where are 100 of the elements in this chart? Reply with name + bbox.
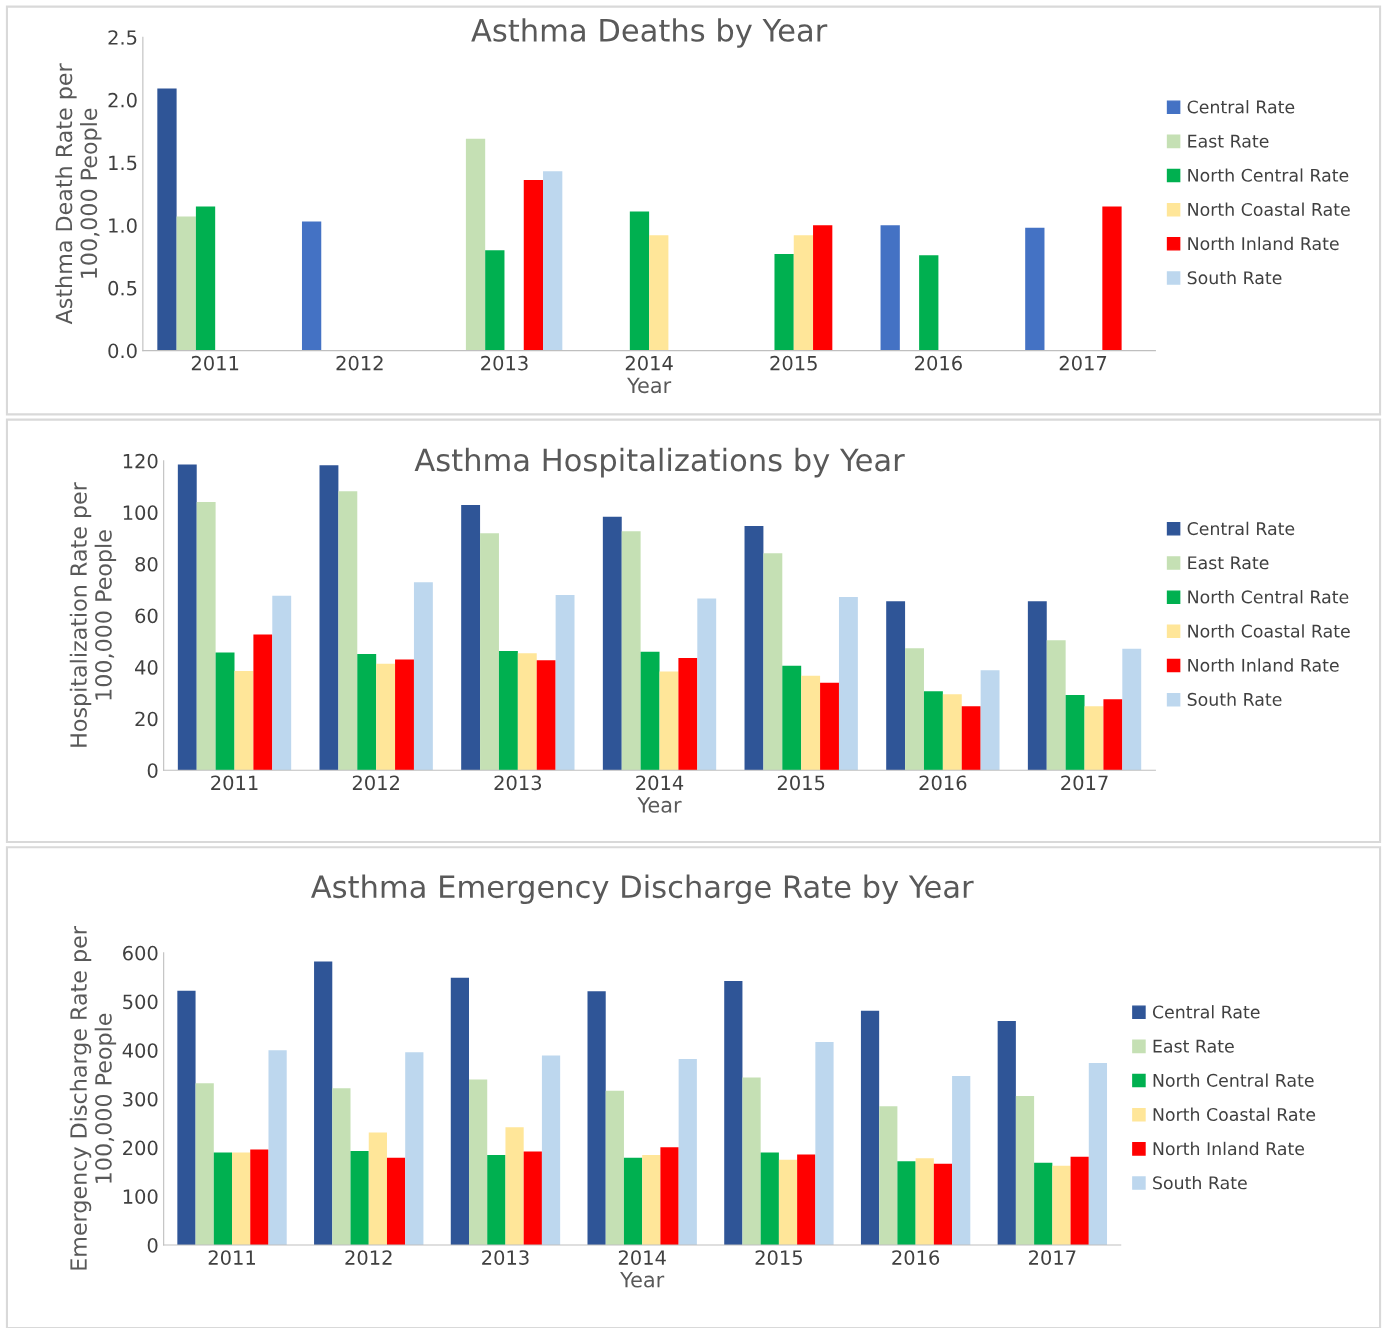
x-tick-label: 2016 — [892, 1250, 940, 1265]
legend-label: North Inland Rate — [1188, 658, 1339, 672]
bar — [678, 1058, 697, 1245]
bar — [250, 1149, 269, 1245]
bar — [778, 1159, 798, 1245]
bar — [629, 211, 650, 351]
bar — [997, 1021, 1016, 1245]
bar — [1122, 648, 1142, 771]
bar — [642, 1154, 661, 1245]
bar — [480, 533, 499, 771]
y-tick-label: 600 — [123, 945, 158, 961]
bar — [587, 991, 606, 1245]
x-tick-label: 2012 — [336, 355, 383, 371]
bar — [523, 180, 544, 351]
bar — [1088, 1062, 1108, 1245]
bar — [517, 653, 537, 771]
bar — [450, 977, 469, 1245]
chart-title: Asthma Deaths by Year — [471, 18, 828, 48]
legend-label: North Central Rate — [1153, 1073, 1314, 1087]
y-axis-title: Hospitalization Rate per 100,000 People — [69, 482, 117, 747]
y-tick-label: 2.5 — [108, 30, 137, 45]
bar — [350, 1151, 369, 1245]
x-tick-label: 2015 — [777, 775, 825, 791]
bar — [319, 465, 339, 771]
bar — [368, 1132, 387, 1245]
bar — [905, 648, 924, 771]
bar — [536, 660, 556, 771]
x-tick-label: 2017 — [1029, 1250, 1076, 1265]
x-axis-title: Year — [627, 377, 672, 394]
bar — [923, 691, 943, 771]
x-tick-label: 2017 — [1061, 775, 1108, 791]
bar — [386, 1157, 406, 1245]
bar — [357, 653, 377, 771]
legend-label: Central Rate — [1187, 100, 1295, 114]
x-tick-label: 2012 — [352, 775, 399, 791]
bar — [314, 961, 333, 1245]
bar — [485, 250, 505, 351]
legend-label: North Inland Rate — [1188, 236, 1339, 251]
legend-label: North Inland Rate — [1153, 1141, 1305, 1156]
legend-label: North Coastal Rate — [1188, 624, 1350, 638]
y-tick-label: 0 — [147, 1237, 158, 1253]
bar — [602, 516, 622, 771]
legend-label: East Rate — [1188, 134, 1269, 148]
bar — [886, 601, 906, 771]
y-tick-label: 200 — [123, 1140, 158, 1156]
legend-label: North Coastal Rate — [1188, 202, 1350, 217]
bar — [395, 659, 414, 771]
x-tick-label: 2015 — [770, 355, 817, 371]
x-tick-label: 2011 — [211, 775, 258, 791]
bar — [234, 670, 254, 771]
x-tick-label: 2016 — [919, 775, 967, 791]
bar — [763, 553, 783, 771]
bar — [724, 981, 743, 1245]
legend-label: Central Rate — [1152, 1005, 1260, 1019]
bar — [860, 1010, 880, 1245]
bar — [820, 682, 839, 771]
bar — [678, 658, 698, 771]
y-tick-label: 80 — [135, 556, 158, 572]
y-tick-label: 300 — [123, 1091, 158, 1107]
bar — [376, 663, 396, 771]
bar — [649, 235, 669, 351]
bar — [621, 531, 641, 771]
bar — [469, 1079, 488, 1245]
y-tick-label: 60 — [135, 608, 158, 624]
x-axis-title: Year — [637, 797, 682, 813]
x-tick-label: 2014 — [636, 775, 684, 791]
x-tick-label: 2011 — [191, 355, 239, 371]
legend-label: East Rate — [1188, 556, 1269, 570]
x-tick-label: 2012 — [345, 1250, 392, 1265]
y-tick-label: 40 — [135, 660, 158, 675]
legend-label: East Rate — [1153, 1039, 1234, 1053]
legend-label: North Central Rate — [1188, 590, 1349, 604]
y-tick-label: 100 — [123, 505, 158, 521]
y-axis-title: Emergency Discharge Rate per 100,000 People — [69, 926, 117, 1270]
bar — [813, 225, 833, 351]
bar — [268, 1050, 287, 1245]
y-tick-label: 0 — [147, 763, 158, 778]
y-axis-title: Asthma Death Rate per 100,000 People — [55, 63, 102, 325]
y-tick-label: 400 — [122, 1043, 158, 1058]
bar — [1052, 1165, 1071, 1245]
bar — [413, 582, 433, 771]
x-axis-title: Year — [620, 1272, 665, 1288]
bar — [196, 502, 216, 771]
bar — [1034, 1162, 1053, 1245]
bar — [523, 1151, 542, 1245]
y-tick-label: 1.5 — [109, 155, 137, 171]
bar — [801, 675, 821, 771]
bar — [1027, 601, 1047, 771]
y-tick-label: 0.5 — [108, 280, 137, 296]
legend-label: Central Rate — [1187, 521, 1295, 536]
x-tick-label: 2015 — [755, 1250, 802, 1265]
bar — [1046, 640, 1066, 771]
y-tick-label: 500 — [123, 994, 158, 1010]
bar — [332, 1088, 351, 1245]
chart-title: Asthma Hospitalizations by Year — [414, 447, 905, 478]
x-tick-label: 2013 — [494, 775, 542, 791]
bar — [980, 670, 1000, 771]
bar — [301, 221, 322, 351]
bar — [195, 206, 216, 351]
bar — [338, 491, 358, 771]
